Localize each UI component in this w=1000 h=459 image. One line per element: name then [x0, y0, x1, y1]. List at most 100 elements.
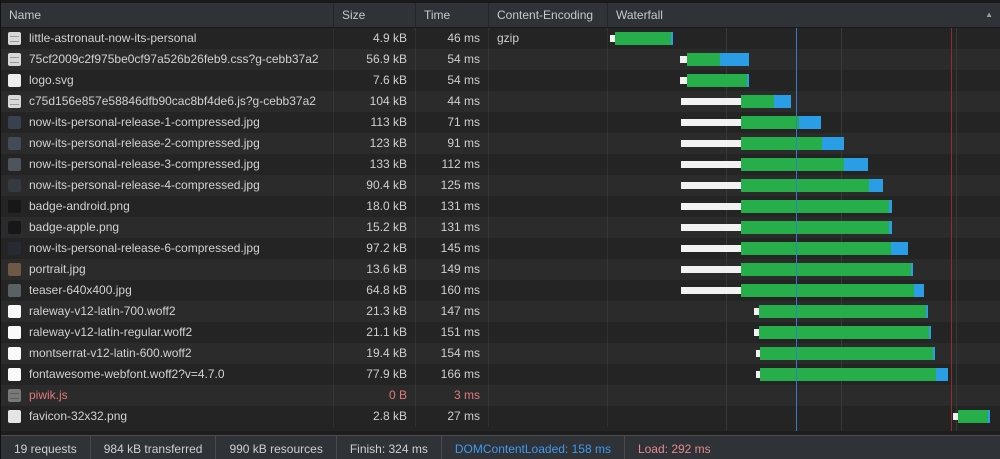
- table-row[interactable]: now-its-personal-release-1-compressed.jp…: [1, 112, 1000, 133]
- waterfall-blue-segment: [988, 410, 990, 423]
- table-row[interactable]: badge-android.png 18.0 kB 131 ms: [1, 196, 1000, 217]
- table-row[interactable]: teaser-640x400.jpg 64.8 kB 160 ms: [1, 280, 1000, 301]
- waterfall-blue-segment: [926, 305, 928, 318]
- waterfall-green-segment: [687, 74, 747, 87]
- waterfall-white-segment: [681, 224, 741, 231]
- waterfall-header-label: Waterfall: [616, 8, 663, 22]
- waterfall-white-segment: [680, 56, 687, 63]
- waterfall-blue-segment: [799, 116, 821, 129]
- request-name: teaser-640x400.jpg: [29, 283, 132, 297]
- content-encoding-value: [489, 238, 608, 259]
- column-header-name[interactable]: Name: [1, 3, 334, 27]
- waterfall-blue-segment: [889, 200, 892, 213]
- waterfall-white-segment: [754, 329, 759, 336]
- waterfall-bar: [608, 322, 1000, 343]
- waterfall-green-segment: [741, 284, 914, 297]
- table-row[interactable]: favicon-32x32.png 2.8 kB 27 ms: [1, 406, 1000, 427]
- request-name: now-its-personal-release-2-compressed.jp…: [29, 136, 260, 150]
- content-encoding-value: [489, 385, 608, 406]
- table-row[interactable]: c75d156e857e58846dfb90cac8bf4de6.js?g-ce…: [1, 91, 1000, 112]
- request-name: portrait.jpg: [29, 262, 86, 276]
- name-cell: now-its-personal-release-4-compressed.jp…: [1, 175, 334, 196]
- table-row[interactable]: now-its-personal-release-2-compressed.jp…: [1, 133, 1000, 154]
- request-time: 131 ms: [416, 217, 489, 238]
- content-encoding-value: [489, 259, 608, 280]
- request-name: now-its-personal-release-3-compressed.jp…: [29, 157, 260, 171]
- content-encoding-value: [489, 217, 608, 238]
- waterfall-green-segment: [759, 326, 929, 339]
- waterfall-green-segment: [958, 410, 988, 423]
- request-time: 3 ms: [416, 385, 489, 406]
- content-encoding-value: [489, 322, 608, 343]
- request-size: 15.2 kB: [334, 217, 416, 238]
- request-time: 27 ms: [416, 406, 489, 427]
- name-cell: portrait.jpg: [1, 259, 334, 280]
- request-size: 13.6 kB: [334, 259, 416, 280]
- content-encoding-value: [489, 91, 608, 112]
- waterfall-white-segment: [681, 245, 741, 252]
- table-row[interactable]: logo.svg 7.6 kB 54 ms: [1, 70, 1000, 91]
- waterfall-bar: [608, 91, 1000, 112]
- table-row[interactable]: now-its-personal-release-6-compressed.jp…: [1, 238, 1000, 259]
- request-table-body: little-astronaut-now-its-personal 4.9 kB…: [1, 28, 1000, 431]
- request-name: 75cf2009c2f975be0cf97a526b26feb9.css?g-c…: [29, 52, 319, 66]
- name-cell: raleway-v12-latin-regular.woff2: [1, 322, 334, 343]
- load-event-marker-line: [951, 28, 952, 431]
- name-cell: now-its-personal-release-1-compressed.jp…: [1, 112, 334, 133]
- table-row[interactable]: 75cf2009c2f975be0cf97a526b26feb9.css?g-c…: [1, 49, 1000, 70]
- table-row[interactable]: badge-apple.png 15.2 kB 131 ms: [1, 217, 1000, 238]
- request-size: 56.9 kB: [334, 49, 416, 70]
- table-row[interactable]: now-its-personal-release-3-compressed.jp…: [1, 154, 1000, 175]
- font-file-icon: [8, 368, 21, 381]
- content-encoding-value: [489, 406, 608, 427]
- request-time: 54 ms: [416, 49, 489, 70]
- request-name: piwik.js: [29, 388, 68, 402]
- table-row[interactable]: portrait.jpg 13.6 kB 149 ms: [1, 259, 1000, 280]
- table-row[interactable]: raleway-v12-latin-regular.woff2 21.1 kB …: [1, 322, 1000, 343]
- sort-ascending-icon: ▲: [985, 10, 993, 19]
- column-header-size[interactable]: Size: [334, 3, 416, 27]
- waterfall-white-segment: [680, 77, 687, 84]
- table-row[interactable]: raleway-v12-latin-700.woff2 21.3 kB 147 …: [1, 301, 1000, 322]
- waterfall-blue-segment: [936, 368, 948, 381]
- request-time: 145 ms: [416, 238, 489, 259]
- request-name: now-its-personal-release-1-compressed.jp…: [29, 115, 260, 129]
- table-row[interactable]: fontawesome-webfont.woff2?v=4.7.0 77.9 k…: [1, 364, 1000, 385]
- table-row[interactable]: little-astronaut-now-its-personal 4.9 kB…: [1, 28, 1000, 49]
- request-time: 131 ms: [416, 196, 489, 217]
- image-icon: [8, 284, 21, 297]
- body-footer-gap: [1, 431, 1000, 435]
- waterfall-white-segment: [953, 413, 958, 420]
- table-row[interactable]: montserrat-v12-latin-600.woff2 19.4 kB 1…: [1, 343, 1000, 364]
- request-size: 97.2 kB: [334, 238, 416, 259]
- name-cell: fontawesome-webfont.woff2?v=4.7.0: [1, 364, 334, 385]
- request-size: 90.4 kB: [334, 175, 416, 196]
- request-name: logo.svg: [29, 73, 74, 87]
- waterfall-green-segment: [741, 95, 774, 108]
- request-size: 21.1 kB: [334, 322, 416, 343]
- image-icon: [8, 116, 21, 129]
- request-size: 21.3 kB: [334, 301, 416, 322]
- content-encoding-value: [489, 133, 608, 154]
- waterfall-white-segment: [681, 266, 741, 273]
- request-name: c75d156e857e58846dfb90cac8bf4de6.js?g-ce…: [29, 94, 316, 108]
- name-cell: little-astronaut-now-its-personal: [1, 28, 334, 49]
- content-encoding-value: [489, 154, 608, 175]
- table-row[interactable]: piwik.js 0 B 3 ms: [1, 385, 1000, 406]
- waterfall-blue-segment: [822, 137, 844, 150]
- table-row[interactable]: now-its-personal-release-4-compressed.jp…: [1, 175, 1000, 196]
- column-header-waterfall[interactable]: Waterfall ▲: [608, 3, 1000, 27]
- column-header-content-encoding[interactable]: Content-Encoding: [489, 3, 608, 27]
- name-cell: now-its-personal-release-6-compressed.jp…: [1, 238, 334, 259]
- name-cell: now-its-personal-release-3-compressed.jp…: [1, 154, 334, 175]
- request-time: 151 ms: [416, 322, 489, 343]
- request-time: 154 ms: [416, 343, 489, 364]
- waterfall-blue-segment: [671, 32, 673, 45]
- request-time: 125 ms: [416, 175, 489, 196]
- waterfall-blue-segment: [914, 284, 924, 297]
- request-size: 19.4 kB: [334, 343, 416, 364]
- column-header-time[interactable]: Time: [416, 3, 489, 27]
- waterfall-green-segment: [741, 221, 889, 234]
- image-icon: [8, 74, 21, 87]
- request-size: 7.6 kB: [334, 70, 416, 91]
